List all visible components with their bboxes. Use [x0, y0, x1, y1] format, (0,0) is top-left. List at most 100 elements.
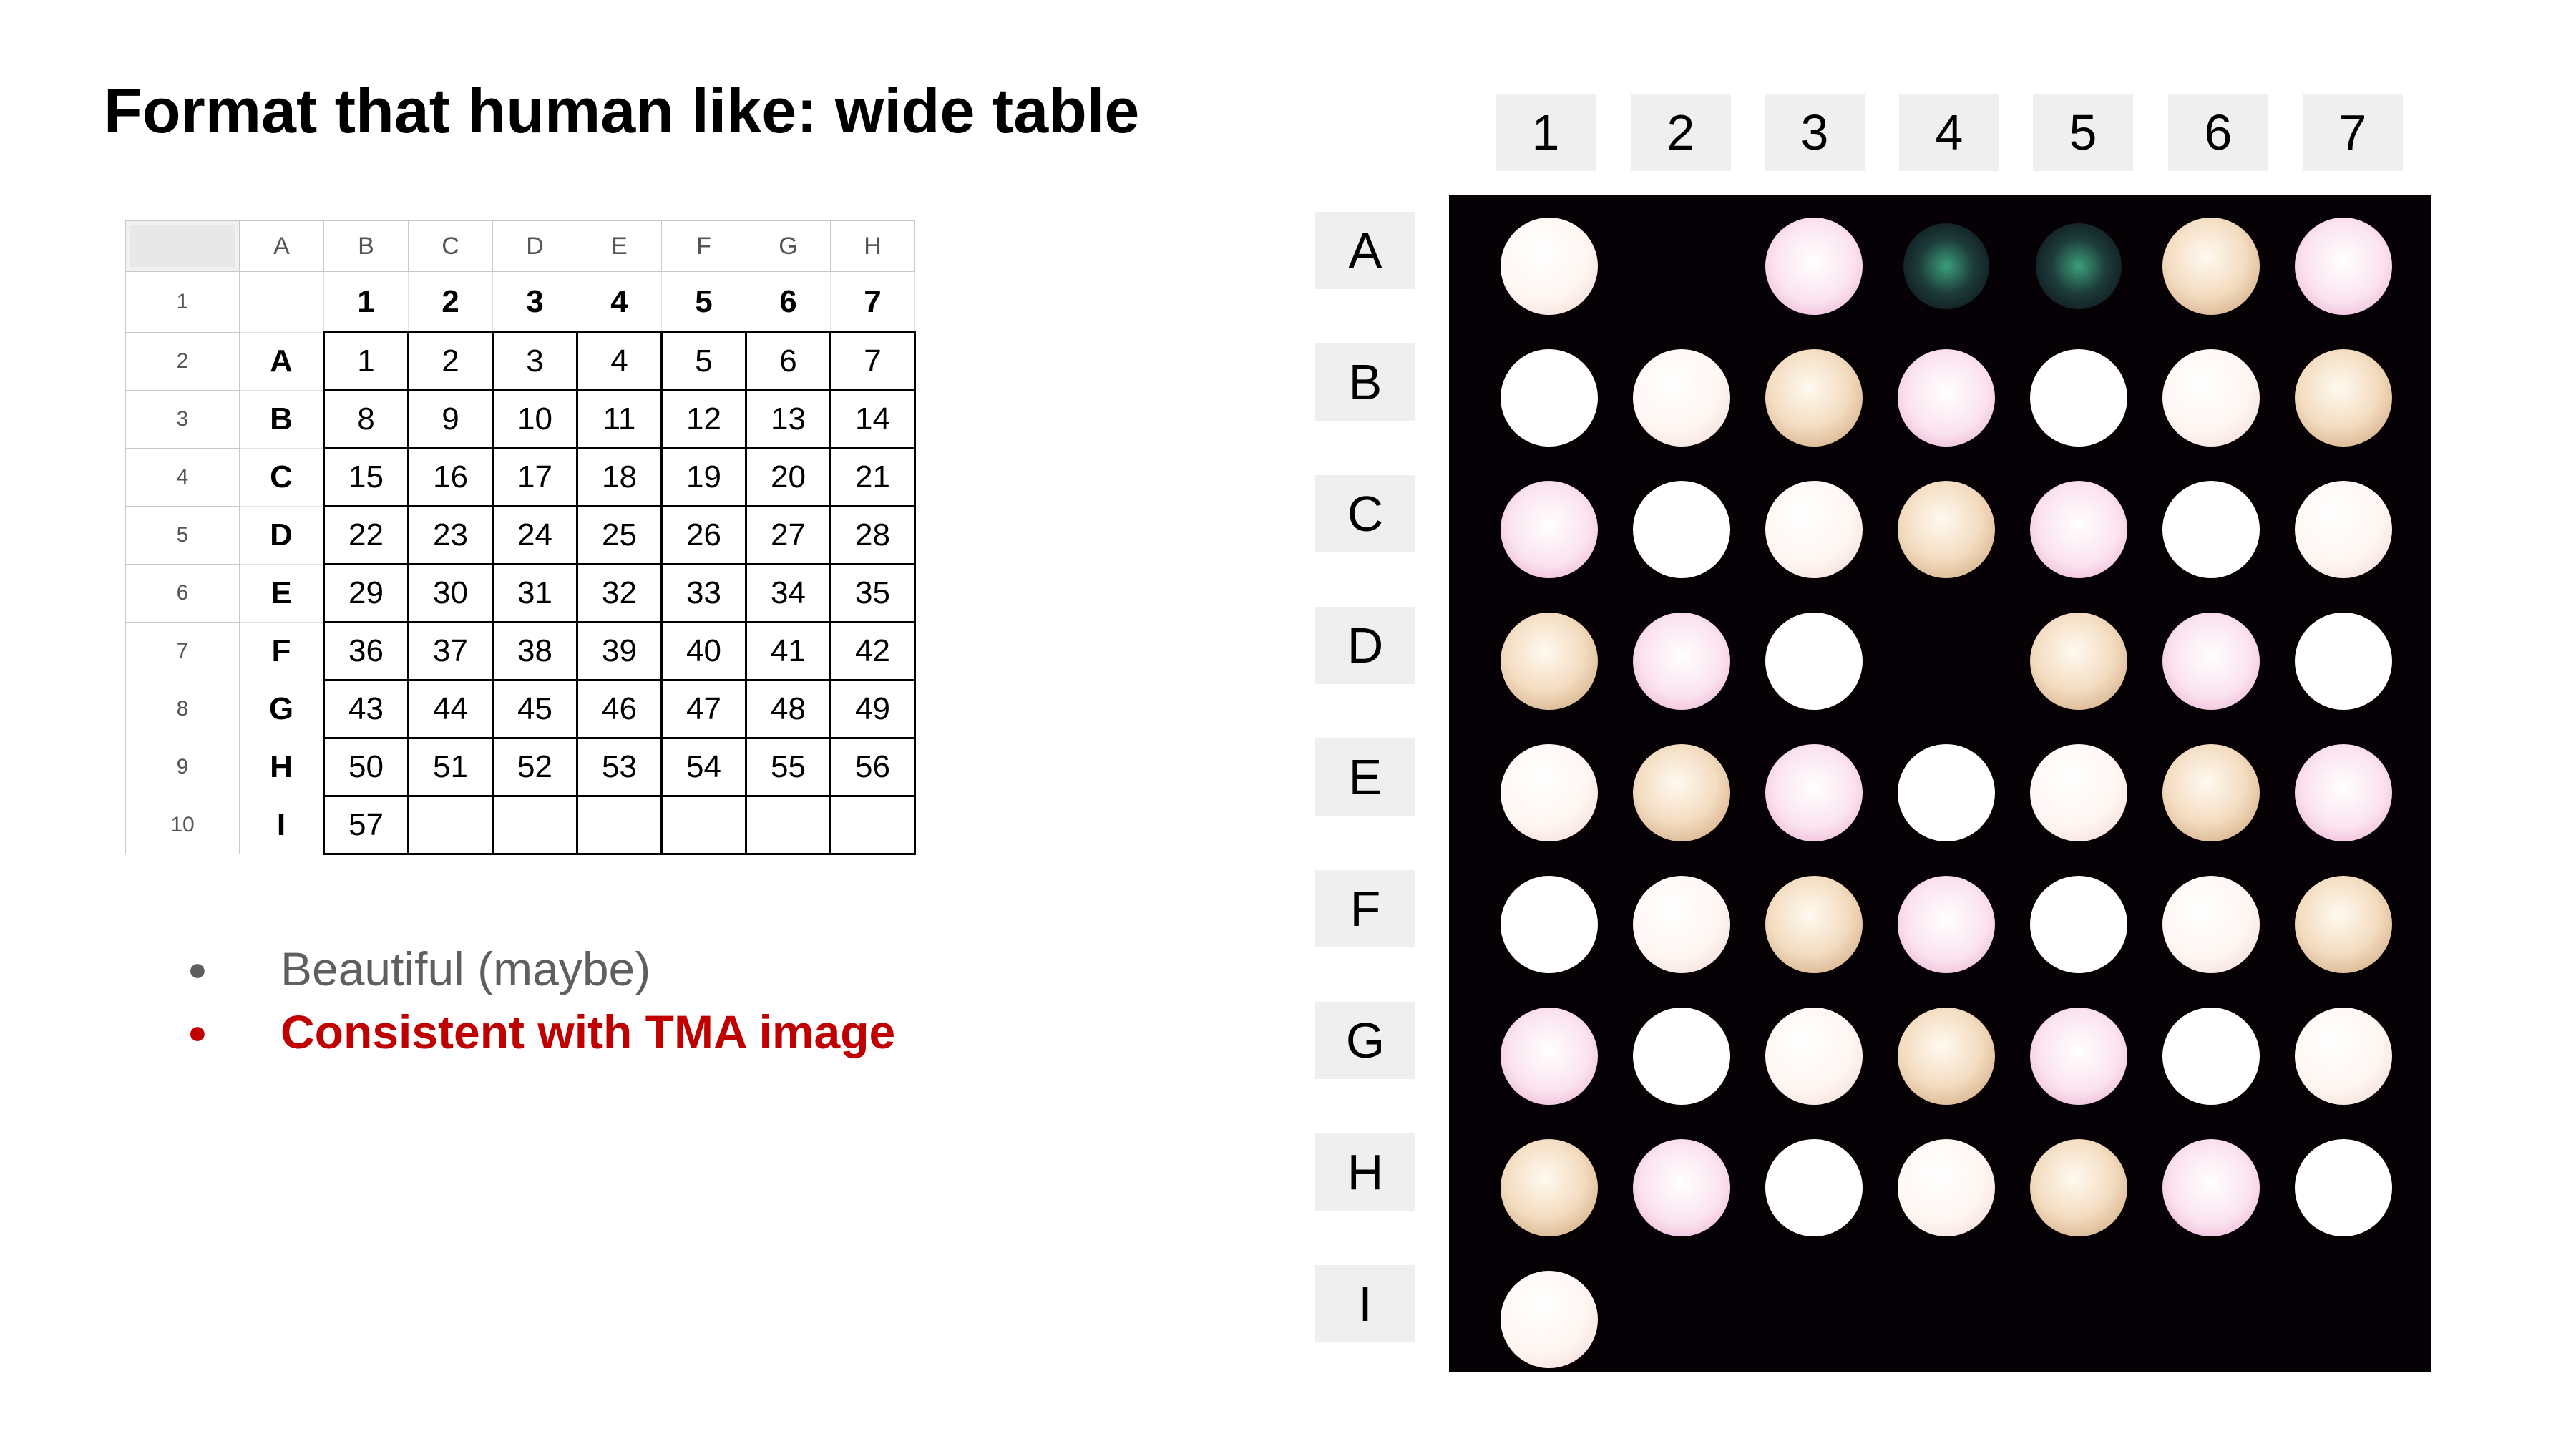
value-cell[interactable]: 55 — [745, 737, 831, 797]
column-number-cell[interactable]: 4 — [577, 271, 662, 333]
value-cell[interactable]: 47 — [660, 679, 747, 739]
value-cell[interactable]: 26 — [660, 505, 747, 565]
value-cell[interactable]: 18 — [576, 447, 663, 507]
value-cell[interactable] — [492, 795, 578, 855]
value-cell[interactable]: 41 — [745, 621, 831, 681]
row-header[interactable]: 4 — [125, 448, 240, 507]
value-cell[interactable]: 54 — [660, 737, 747, 797]
column-number-cell[interactable]: 7 — [830, 271, 915, 333]
row-header[interactable]: 6 — [125, 564, 240, 623]
row-label-cell[interactable]: C — [239, 448, 324, 507]
value-cell[interactable]: 6 — [745, 331, 831, 391]
value-cell[interactable]: 11 — [576, 389, 663, 449]
value-cell[interactable]: 33 — [660, 563, 747, 623]
value-cell[interactable]: 56 — [829, 737, 916, 797]
row-header[interactable]: 7 — [125, 622, 240, 680]
value-cell[interactable]: 22 — [323, 505, 409, 565]
value-cell[interactable]: 51 — [407, 737, 494, 797]
row-label-cell[interactable]: H — [239, 738, 324, 796]
value-cell[interactable]: 35 — [829, 563, 916, 623]
row-label-cell[interactable]: B — [239, 390, 324, 449]
tissue-core — [1633, 744, 1730, 841]
value-cell[interactable]: 39 — [576, 621, 663, 681]
row-header[interactable]: 2 — [125, 332, 240, 391]
value-cell[interactable]: 23 — [407, 505, 494, 565]
value-cell[interactable]: 45 — [492, 679, 578, 739]
column-header[interactable]: D — [492, 220, 577, 272]
value-cell[interactable]: 4 — [576, 331, 663, 391]
value-cell[interactable]: 2 — [407, 331, 494, 391]
column-header[interactable]: E — [577, 220, 662, 272]
value-cell[interactable]: 3 — [492, 331, 578, 391]
value-cell[interactable]: 46 — [576, 679, 663, 739]
row-label-cell[interactable]: E — [239, 564, 324, 623]
value-cell[interactable]: 17 — [492, 447, 578, 507]
value-cell[interactable]: 40 — [660, 621, 747, 681]
sheet-cell[interactable] — [239, 271, 324, 333]
value-cell[interactable]: 28 — [829, 505, 916, 565]
value-cell[interactable]: 53 — [576, 737, 663, 797]
tissue-core — [1765, 613, 1863, 710]
value-cell[interactable] — [829, 795, 916, 855]
row-label-cell[interactable]: A — [239, 332, 324, 391]
value-cell[interactable] — [407, 795, 494, 855]
value-cell[interactable]: 7 — [829, 331, 916, 391]
value-cell[interactable]: 44 — [407, 679, 494, 739]
row-header[interactable]: 5 — [125, 506, 240, 565]
value-cell[interactable]: 1 — [323, 331, 409, 391]
column-header[interactable]: F — [661, 220, 746, 272]
value-cell[interactable]: 42 — [829, 621, 916, 681]
column-number-cell[interactable]: 1 — [323, 271, 409, 333]
value-cell[interactable]: 52 — [492, 737, 578, 797]
value-cell[interactable]: 43 — [323, 679, 409, 739]
value-cell[interactable]: 20 — [745, 447, 831, 507]
value-cell[interactable]: 50 — [323, 737, 409, 797]
column-number-cell[interactable]: 6 — [746, 271, 831, 333]
column-header[interactable]: B — [323, 220, 409, 272]
value-cell[interactable]: 14 — [829, 389, 916, 449]
value-cell[interactable]: 15 — [323, 447, 409, 507]
column-header[interactable]: G — [746, 220, 831, 272]
row-header[interactable]: 1 — [125, 271, 240, 333]
row-header[interactable]: 3 — [125, 390, 240, 449]
row-header[interactable]: 10 — [125, 796, 240, 854]
value-cell[interactable] — [660, 795, 747, 855]
value-cell[interactable]: 48 — [745, 679, 831, 739]
value-cell[interactable]: 37 — [407, 621, 494, 681]
column-header[interactable]: C — [408, 220, 493, 272]
value-cell[interactable]: 36 — [323, 621, 409, 681]
value-cell[interactable] — [576, 795, 663, 855]
value-cell[interactable]: 31 — [492, 563, 578, 623]
value-cell[interactable]: 21 — [829, 447, 916, 507]
value-cell[interactable]: 5 — [660, 331, 747, 391]
value-cell[interactable]: 32 — [576, 563, 663, 623]
row-label-cell[interactable]: G — [239, 680, 324, 738]
column-header[interactable]: H — [830, 220, 915, 272]
row-label-cell[interactable]: D — [239, 506, 324, 565]
column-number-cell[interactable]: 5 — [661, 271, 746, 333]
value-cell[interactable]: 30 — [407, 563, 494, 623]
row-header[interactable]: 8 — [125, 680, 240, 738]
value-cell[interactable] — [745, 795, 831, 855]
value-cell[interactable]: 10 — [492, 389, 578, 449]
row-label-cell[interactable]: F — [239, 622, 324, 680]
value-cell[interactable]: 9 — [407, 389, 494, 449]
value-cell[interactable]: 29 — [323, 563, 409, 623]
row-header[interactable]: 9 — [125, 738, 240, 796]
value-cell[interactable]: 27 — [745, 505, 831, 565]
column-number-cell[interactable]: 3 — [492, 271, 577, 333]
value-cell[interactable]: 16 — [407, 447, 494, 507]
value-cell[interactable]: 38 — [492, 621, 578, 681]
value-cell[interactable]: 12 — [660, 389, 747, 449]
value-cell[interactable]: 19 — [660, 447, 747, 507]
value-cell[interactable]: 57 — [323, 795, 409, 855]
column-header[interactable]: A — [239, 220, 324, 272]
value-cell[interactable]: 8 — [323, 389, 409, 449]
value-cell[interactable]: 13 — [745, 389, 831, 449]
value-cell[interactable]: 34 — [745, 563, 831, 623]
value-cell[interactable]: 49 — [829, 679, 916, 739]
value-cell[interactable]: 25 — [576, 505, 663, 565]
column-number-cell[interactable]: 2 — [408, 271, 493, 333]
row-label-cell[interactable]: I — [239, 796, 324, 854]
value-cell[interactable]: 24 — [492, 505, 578, 565]
